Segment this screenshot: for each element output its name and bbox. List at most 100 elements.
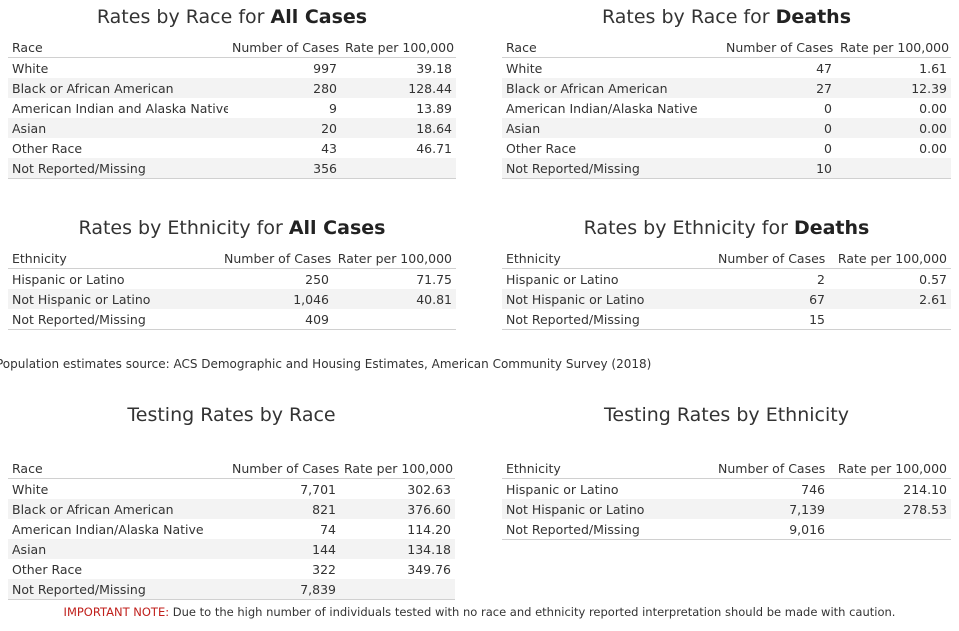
race-deaths-title: Rates by Race for Deaths bbox=[601, 6, 852, 28]
rate-per-100000: 214.10 bbox=[903, 481, 947, 497]
number-of-cases: 322 bbox=[312, 561, 336, 577]
number-of-cases: 2 bbox=[817, 271, 825, 287]
table-row: American Indian and Alaska Native 9 13.89 bbox=[8, 98, 456, 118]
column-header: Race bbox=[502, 38, 722, 58]
rate-per-100000: 114.20 bbox=[407, 521, 451, 537]
column-header: Ethnicity bbox=[502, 249, 714, 269]
number-of-cases: 746 bbox=[801, 481, 825, 497]
testing-race-panel: Testing Rates by Race Race Number of Cas… bbox=[8, 402, 455, 600]
column-header: Rate per 100,000 bbox=[340, 459, 455, 479]
row-label: American Indian/Alaska Native bbox=[506, 100, 698, 116]
rate-per-100000: 134.18 bbox=[340, 539, 455, 559]
column-header: Rate per 100,000 bbox=[836, 38, 951, 58]
rate-per-100000: 0.57 bbox=[919, 271, 947, 287]
rate-per-100000 bbox=[333, 309, 456, 330]
table-row: Black or African American 280 128.44 bbox=[8, 78, 456, 98]
rate-per-100000: 40.81 bbox=[333, 289, 456, 309]
table-row: Hispanic or Latino 2 0.57 bbox=[502, 269, 951, 290]
table-row: Hispanic or Latino 250 71.75 bbox=[8, 269, 456, 290]
row-label: Asian bbox=[8, 539, 228, 559]
column-header: Number of Cases bbox=[220, 249, 333, 269]
table-row: Not Reported/Missing 409 bbox=[8, 309, 456, 330]
rate-per-100000: 13.89 bbox=[416, 100, 452, 116]
number-of-cases: 15 bbox=[714, 309, 829, 330]
number-of-cases: 74 bbox=[320, 521, 336, 537]
column-header: Number of Cases bbox=[714, 249, 829, 269]
race-cases-table: Race Number of Cases Rate per 100,000 Wh… bbox=[8, 38, 456, 179]
race-deaths-table: Race Number of Cases Rate per 100,000 Wh… bbox=[502, 38, 951, 179]
table-row: American Indian/Alaska Native 74 114.20 bbox=[8, 519, 455, 539]
rate-per-100000: 0.00 bbox=[919, 100, 947, 116]
testing-eth-title: Testing Rates by Ethnicity bbox=[604, 404, 849, 426]
number-of-cases: 144 bbox=[228, 539, 340, 559]
row-label: Not Reported/Missing bbox=[8, 158, 228, 179]
eth-deaths-title: Rates by Ethnicity for Deaths bbox=[583, 217, 870, 239]
table-row: Not Reported/Missing 7,839 bbox=[8, 579, 455, 600]
rate-per-100000: 46.71 bbox=[416, 140, 452, 156]
number-of-cases: 20 bbox=[228, 118, 341, 138]
number-of-cases: 0 bbox=[824, 140, 832, 156]
table-row: Not Reported/Missing 356 bbox=[8, 158, 456, 179]
row-label: Other Race bbox=[12, 561, 83, 577]
rate-per-100000: 39.18 bbox=[416, 60, 452, 76]
rate-per-100000: 302.63 bbox=[407, 481, 451, 497]
table-row: Hispanic or Latino 746 214.10 bbox=[502, 479, 951, 500]
table-row: Other Race 0 0.00 bbox=[502, 138, 951, 158]
rate-per-100000 bbox=[829, 309, 951, 330]
eth-cases-panel: Rates by Ethnicity for All Cases Ethnici… bbox=[8, 215, 456, 330]
race-cases-title: Rates by Race for All Cases bbox=[96, 6, 368, 28]
rate-per-100000 bbox=[340, 579, 455, 600]
column-header: Rate per 100,000 bbox=[829, 249, 951, 269]
testing-eth-panel: Testing Rates by Ethnicity Ethnicity Num… bbox=[502, 402, 951, 540]
column-header: Number of Cases bbox=[228, 38, 341, 58]
rate-per-100000: 278.53 bbox=[829, 499, 951, 519]
row-label: Black or African American bbox=[8, 499, 228, 519]
row-label: Not Reported/Missing bbox=[502, 519, 714, 540]
row-label: Not Hispanic or Latino bbox=[8, 289, 220, 309]
column-header: Rate per 100,000 bbox=[341, 38, 456, 58]
number-of-cases: 47 bbox=[816, 60, 832, 76]
row-label: Not Reported/Missing bbox=[502, 309, 714, 330]
important-note-text: Due to the high number of individuals te… bbox=[172, 605, 896, 619]
rate-per-100000: 71.75 bbox=[416, 271, 452, 287]
row-label: American Indian and Alaska Native bbox=[12, 100, 228, 116]
table-row: Asian 144 134.18 bbox=[8, 539, 455, 559]
table-row: Not Hispanic or Latino 67 2.61 bbox=[502, 289, 951, 309]
important-note: IMPORTANT NOTE: Due to the high number o… bbox=[0, 605, 959, 619]
table-row: American Indian/Alaska Native 0 0.00 bbox=[502, 98, 951, 118]
number-of-cases: 7,701 bbox=[300, 481, 336, 497]
testing-eth-table: Ethnicity Number of Cases Rate per 100,0… bbox=[502, 459, 951, 540]
race-cases-panel: Rates by Race for All Cases Race Number … bbox=[8, 4, 456, 179]
row-label: Other Race bbox=[506, 140, 577, 156]
table-row: White 997 39.18 bbox=[8, 58, 456, 79]
rate-per-100000: 2.61 bbox=[829, 289, 951, 309]
table-row: Not Hispanic or Latino 1,046 40.81 bbox=[8, 289, 456, 309]
column-header: Race bbox=[8, 38, 228, 58]
table-row: White 7,701 302.63 bbox=[8, 479, 455, 500]
column-header: Ethnicity bbox=[8, 249, 220, 269]
table-row: Black or African American 821 376.60 bbox=[8, 499, 455, 519]
row-label: Black or African American bbox=[8, 78, 228, 98]
row-label: Other Race bbox=[12, 140, 83, 156]
column-header: Ethnicity bbox=[502, 459, 714, 479]
number-of-cases: 997 bbox=[313, 60, 337, 76]
testing-race-table: Race Number of Cases Rate per 100,000 Wh… bbox=[8, 459, 455, 600]
column-header: Rater per 100,000 bbox=[333, 249, 456, 269]
rate-per-100000: 0.00 bbox=[836, 118, 951, 138]
column-header: Race bbox=[8, 459, 228, 479]
number-of-cases: 9,016 bbox=[714, 519, 829, 540]
row-label: Not Reported/Missing bbox=[8, 309, 220, 330]
row-label: American Indian/Alaska Native bbox=[12, 521, 204, 537]
table-row: Not Reported/Missing 15 bbox=[502, 309, 951, 330]
number-of-cases: 250 bbox=[305, 271, 329, 287]
row-label: Not Hispanic or Latino bbox=[502, 499, 714, 519]
number-of-cases: 9 bbox=[329, 100, 337, 116]
number-of-cases: 280 bbox=[228, 78, 341, 98]
column-header: Number of Cases bbox=[722, 38, 836, 58]
race-deaths-panel: Rates by Race for Deaths Race Number of … bbox=[502, 4, 951, 179]
number-of-cases: 1,046 bbox=[220, 289, 333, 309]
row-label: Asian bbox=[502, 118, 722, 138]
number-of-cases: 27 bbox=[722, 78, 836, 98]
rate-per-100000: 128.44 bbox=[341, 78, 456, 98]
rate-per-100000 bbox=[341, 158, 456, 179]
